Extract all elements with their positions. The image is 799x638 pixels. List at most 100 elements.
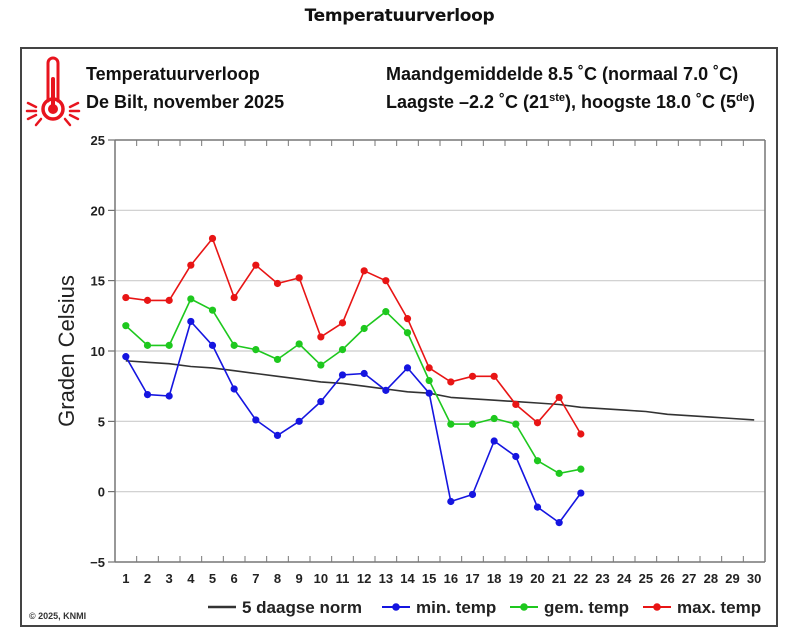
data-point-avg (425, 376, 433, 385)
x-tick-label: 14 (400, 571, 415, 586)
x-tick-label: 29 (725, 571, 739, 586)
data-point-min (165, 392, 173, 400)
x-tick-label: 7 (252, 571, 259, 586)
x-tick-label: 16 (444, 571, 458, 586)
series (122, 234, 755, 527)
x-tick-label: 2 (144, 571, 151, 586)
data-point-min (208, 341, 217, 349)
x-tick-label: 27 (682, 571, 696, 586)
monthly-average-text: Maandgemiddelde 8.5 ˚C (normaal 7.0 ˚C) (386, 64, 739, 84)
data-point-max (165, 296, 173, 304)
data-point-min (252, 416, 260, 424)
x-tick-label: 30 (747, 571, 761, 586)
grid (115, 209, 765, 493)
y-tick-label: 15 (91, 274, 105, 289)
data-point-min (187, 317, 195, 326)
x-tick-label: 12 (357, 571, 371, 586)
data-point-avg (187, 295, 195, 303)
data-point-avg (533, 457, 542, 465)
x-tick-label: 4 (187, 571, 195, 586)
x-tick-label: 18 (487, 571, 501, 586)
data-point-max (403, 315, 412, 323)
extremes-text: Laagste –2.2 ˚C (21ste), hoogste 18.0 ˚C… (386, 92, 755, 113)
y-tick-label: −5 (90, 555, 105, 570)
data-point-max (273, 279, 282, 288)
data-point-avg (382, 308, 390, 316)
data-point-avg (273, 355, 282, 364)
data-point-max (468, 372, 477, 380)
extremes-close: ) (748, 92, 755, 112)
x-tick-label: 23 (595, 571, 609, 586)
x-tick-label: 19 (509, 571, 523, 586)
data-point-max (317, 333, 325, 341)
data-point-avg (338, 345, 347, 354)
data-point-max (252, 261, 260, 269)
x-tick-label: 17 (465, 571, 479, 586)
extremes-low-suffix: ste (549, 92, 565, 104)
x-tick-label: 28 (704, 571, 718, 586)
page-title: Temperatuurverloop (304, 6, 495, 26)
data-point-max (447, 378, 455, 386)
data-point-max (577, 430, 585, 438)
y-axis-title: Graden Celsius (54, 275, 79, 427)
data-point-min (403, 364, 412, 372)
y-tick-label: 20 (91, 203, 105, 218)
data-point-min (468, 490, 477, 499)
x-tick-label: 6 (231, 571, 238, 586)
data-point-avg (252, 345, 260, 354)
data-point-max (295, 274, 303, 282)
data-point-min (425, 389, 433, 397)
data-point-min (317, 398, 325, 406)
chart-frame (20, 47, 778, 627)
data-point-avg (143, 341, 152, 349)
data-point-avg (360, 324, 368, 333)
data-point-max (555, 393, 563, 402)
x-tick-label: 3 (166, 571, 173, 586)
data-point-max (143, 296, 152, 304)
x-tick-label: 8 (274, 571, 281, 586)
chart-title: Temperatuurverloop (86, 64, 260, 84)
data-point-min (382, 386, 390, 394)
series-line-min (125, 320, 582, 524)
x-tick-label: 21 (552, 571, 566, 586)
data-point-max (360, 267, 368, 275)
data-point-min (122, 353, 130, 361)
data-point-avg (555, 469, 563, 477)
data-point-avg (230, 341, 238, 349)
x-tick-label: 26 (660, 571, 674, 586)
y-tick-label: 10 (91, 344, 105, 359)
data-point-max (187, 261, 195, 269)
legend-label-avg: gem. temp (544, 598, 629, 617)
data-point-max (533, 419, 542, 427)
data-point-avg (490, 414, 498, 423)
x-tick-label: 25 (639, 571, 653, 586)
legend-marker-min (392, 603, 400, 611)
x-tick-label: 1 (122, 571, 129, 586)
legend-label-norm: 5 daagse norm (242, 598, 362, 617)
data-point-max (230, 293, 238, 302)
data-point-max (512, 400, 520, 409)
data-point-avg (165, 341, 173, 349)
data-point-avg (577, 465, 585, 473)
copyright: © 2025, KNMI (29, 611, 87, 621)
data-point-min (230, 385, 238, 393)
series-line-avg (125, 298, 581, 475)
data-point-max (490, 372, 498, 380)
x-tick-label: 13 (379, 571, 393, 586)
data-point-avg (295, 340, 303, 348)
data-point-min (273, 431, 282, 439)
x-tick-label: 24 (617, 571, 632, 586)
legend-marker-max (653, 603, 661, 611)
data-point-avg (447, 420, 455, 428)
legend-label-max: max. temp (677, 598, 761, 617)
extremes-high-suffix: de (736, 92, 749, 104)
data-point-max (382, 277, 390, 285)
data-point-avg (403, 329, 412, 337)
data-point-min (490, 437, 498, 445)
extremes-high: ), hoogste 18.0 ˚C (5 (564, 92, 737, 112)
data-point-avg (468, 420, 477, 428)
data-point-avg (512, 420, 520, 428)
data-point-avg (208, 306, 217, 314)
data-point-max (425, 364, 433, 372)
